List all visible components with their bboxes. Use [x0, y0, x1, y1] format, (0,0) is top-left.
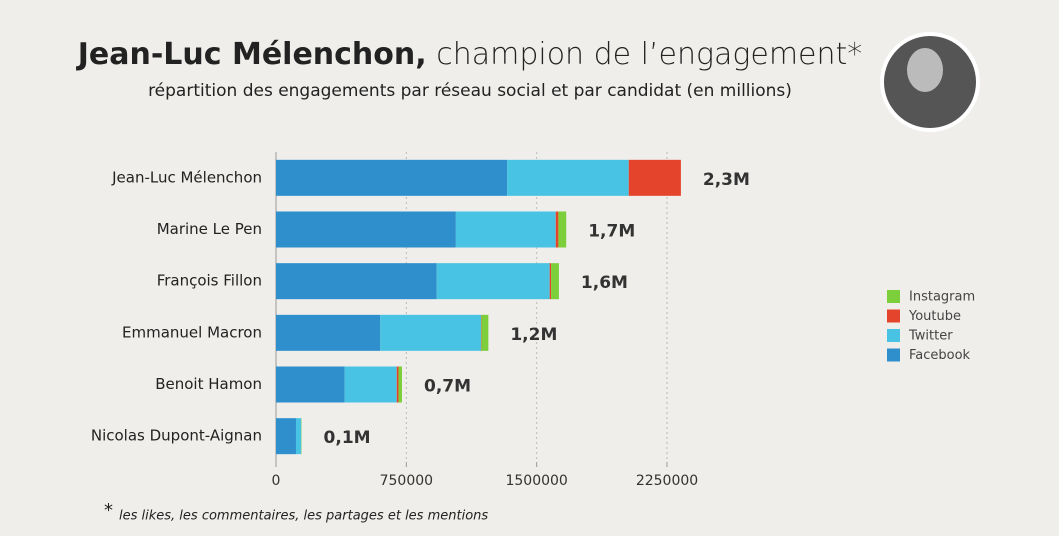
- x-tick-label: 2250000: [636, 473, 698, 489]
- y-tick-label: François Fillon: [157, 272, 262, 290]
- legend-label: Instagram: [909, 290, 975, 305]
- bar-segment: [276, 418, 296, 455]
- title-rest: champion de l’engagement*: [427, 37, 863, 72]
- bar-segment: [276, 366, 345, 403]
- bar-segment: [295, 418, 302, 455]
- legend-swatch: [887, 309, 900, 323]
- legend-swatch: [887, 329, 900, 342]
- bar-segment: [344, 366, 397, 403]
- legend-swatch: [887, 290, 900, 303]
- legend-swatch: [887, 348, 900, 362]
- bar-segment: [398, 366, 402, 403]
- total-label: 1,2M: [510, 325, 557, 345]
- title-bold: Jean-Luc Mélenchon,: [76, 37, 427, 72]
- bar-segment: [628, 159, 681, 196]
- x-tick-label: 1500000: [505, 473, 567, 489]
- bar-segment: [276, 263, 437, 300]
- bar-segment: [481, 314, 489, 351]
- bar-segment: [549, 263, 552, 300]
- bar-segment: [436, 263, 550, 300]
- legend-label: Facebook: [909, 348, 971, 363]
- x-tick-label: 0: [272, 473, 281, 489]
- bar-segment: [396, 366, 399, 403]
- chart-title: Jean-Luc Mélenchon, champion de l’engage…: [76, 37, 863, 72]
- chart-subtitle: répartition des engagements par réseau s…: [148, 81, 792, 101]
- bar-segment: [276, 159, 508, 196]
- bar-segment: [558, 211, 567, 248]
- y-tick-label: Marine Le Pen: [157, 220, 262, 238]
- bar-segment: [276, 211, 456, 248]
- y-tick-label: Nicolas Dupont-Aignan: [91, 427, 262, 445]
- total-label: 1,6M: [581, 273, 628, 293]
- total-label: 1,7M: [588, 222, 635, 242]
- footnote-mark: *: [104, 500, 113, 521]
- bar-segment: [507, 159, 629, 196]
- bar-segment: [455, 211, 556, 248]
- y-tick-label: Benoit Hamon: [155, 375, 262, 393]
- bar-segment: [380, 314, 482, 351]
- total-label: 2,3M: [703, 170, 750, 190]
- bar-segment: [276, 314, 381, 351]
- total-label: 0,1M: [324, 428, 371, 448]
- legend-label: Twitter: [908, 329, 953, 344]
- x-tick-label: 750000: [380, 473, 433, 489]
- footnote: les likes, les commentaires, les partage…: [119, 509, 488, 524]
- legend-label: Youtube: [908, 309, 961, 324]
- bar-segment: [551, 263, 559, 300]
- y-tick-label: Jean-Luc Mélenchon: [111, 168, 262, 186]
- y-tick-label: Emmanuel Macron: [122, 323, 262, 341]
- photo-face: [907, 48, 943, 92]
- bar-segment: [555, 211, 559, 248]
- total-label: 0,7M: [424, 377, 471, 397]
